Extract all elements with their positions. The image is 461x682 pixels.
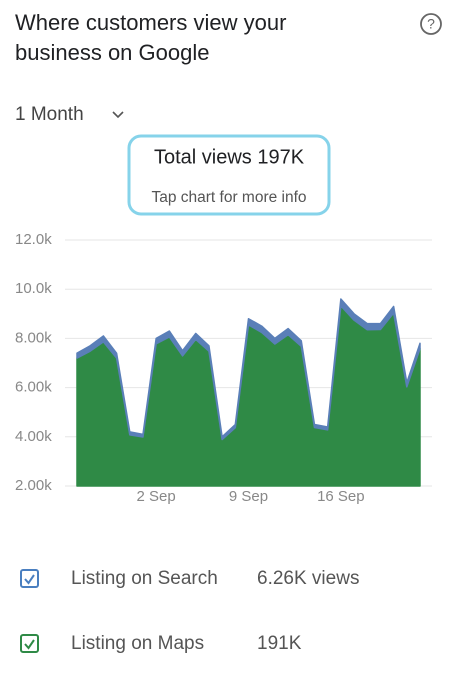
x-tick-label: 16 Sep bbox=[317, 488, 365, 505]
check-mark bbox=[24, 639, 35, 650]
area bbox=[76, 298, 421, 441]
legend-label: Listing on Maps bbox=[71, 633, 204, 654]
y-tick-label: 4.00k bbox=[15, 428, 52, 445]
y-tick-label: 10.0k bbox=[15, 280, 52, 297]
x-tick-label: 2 Sep bbox=[137, 488, 176, 505]
legend-label: Listing on Search bbox=[71, 568, 218, 589]
help-circle bbox=[420, 13, 442, 35]
legend-checkbox[interactable] bbox=[20, 634, 39, 653]
legend-summary: 191K bbox=[257, 633, 302, 654]
y-tick-label: 6.00k bbox=[15, 379, 52, 396]
summary-title: Total views 197K bbox=[154, 146, 305, 168]
y-tick-label: 12.0k bbox=[15, 231, 52, 248]
summary-box[interactable] bbox=[127, 134, 331, 216]
y-tick-label: 2.00k bbox=[15, 477, 52, 494]
summary-hint: Tap chart for more info bbox=[151, 189, 306, 206]
chart[interactable]: 2.00k 4.00k 6.00k 8.00k 10.0k 12.0k 2 Sep 9 Sep… bbox=[15, 231, 432, 505]
y-tick-label: 8.00k bbox=[15, 329, 52, 346]
area bbox=[76, 305, 421, 487]
x-tick-label: 9 Sep bbox=[229, 488, 268, 505]
chevron bbox=[112, 111, 124, 119]
help-icon: ? bbox=[427, 16, 435, 32]
legend-checkbox[interactable] bbox=[20, 569, 39, 588]
legend: Listing on Maps 191K Listing on Search 6.26… bbox=[20, 568, 359, 654]
help-button[interactable]: ? bbox=[420, 13, 442, 35]
legend-summary: 6.26K views bbox=[257, 568, 359, 589]
check-mark bbox=[24, 574, 35, 585]
period-selector[interactable]: 1 Month bbox=[15, 104, 124, 125]
period: 1 Month bbox=[15, 104, 84, 125]
title: Where customers view your business on Goo… bbox=[15, 10, 286, 65]
